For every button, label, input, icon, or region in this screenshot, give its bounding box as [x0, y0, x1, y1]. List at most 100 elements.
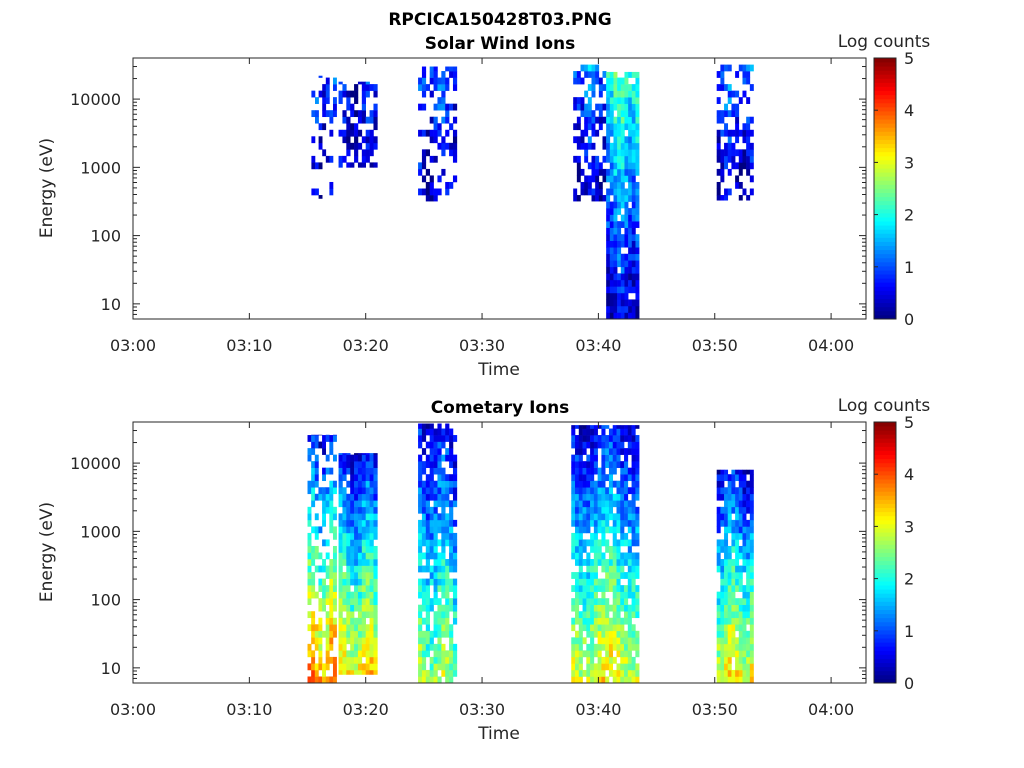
- spectrogram-cell: [361, 539, 366, 547]
- spectrogram-cell: [749, 506, 754, 514]
- spectrogram-cell: [606, 149, 611, 157]
- spectrogram-cell: [746, 578, 751, 586]
- spectrogram-cell: [591, 142, 596, 150]
- spectrogram-cell: [433, 461, 438, 468]
- spectrogram-cell: [571, 643, 576, 651]
- spectrogram-cell: [742, 188, 747, 196]
- spectrogram-cell: [573, 155, 578, 163]
- spectrogram-cell: [332, 552, 337, 560]
- spectrogram-cell: [628, 214, 633, 222]
- spectrogram-cell: [325, 506, 330, 514]
- spectrogram-cell: [441, 90, 446, 98]
- spectrogram-cell: [590, 532, 595, 540]
- spectrogram-cell: [731, 129, 736, 137]
- spectrogram-cell: [635, 435, 640, 442]
- spectrogram-cell: [624, 519, 629, 527]
- spectrogram-cell: [620, 493, 625, 501]
- spectrogram-cell: [425, 181, 430, 189]
- spectrogram-cell: [716, 487, 721, 495]
- spectrogram-cell: [724, 493, 729, 501]
- spectrogram-cell: [314, 480, 319, 488]
- plot-area: [133, 422, 866, 683]
- spectrogram-cell: [421, 423, 427, 429]
- spectrogram-cell: [593, 526, 598, 534]
- spectrogram-cell: [314, 669, 319, 677]
- spectrogram-cell: [601, 461, 606, 468]
- spectrogram-cell: [595, 168, 600, 176]
- spectrogram-cell: [357, 532, 363, 540]
- spectrogram-cell: [609, 84, 614, 91]
- spectrogram-cell: [433, 624, 438, 632]
- spectrogram-cell: [361, 663, 366, 671]
- spectrogram-cell: [601, 643, 606, 651]
- spectrogram-cell: [350, 461, 355, 468]
- colorbar-tick-label: 4: [904, 101, 914, 120]
- spectrogram-cell: [612, 565, 617, 573]
- spectrogram-cell: [325, 585, 330, 592]
- spectrogram-cell: [624, 195, 629, 202]
- spectrogram-cell: [716, 669, 721, 677]
- spectrogram-cell: [746, 195, 751, 201]
- spectrogram-cell: [635, 526, 640, 534]
- spectrogram-cell: [635, 195, 640, 202]
- spectrogram-cell: [609, 260, 614, 268]
- spectrogram-cell: [421, 461, 427, 468]
- spectrogram-cell: [624, 676, 629, 684]
- spectrogram-cell: [628, 103, 633, 111]
- spectrogram-cell: [608, 559, 614, 566]
- spectrogram-cell: [746, 598, 751, 605]
- spectrogram-cell: [311, 467, 316, 475]
- spectrogram-cell: [329, 155, 334, 163]
- spectrogram-cell: [616, 441, 621, 449]
- spectrogram-cell: [631, 506, 636, 514]
- spectrogram-cell: [433, 532, 438, 540]
- colorbar-segment: [874, 479, 896, 484]
- spectrogram-cell: [616, 552, 621, 560]
- x-tick-label: 03:00: [110, 336, 156, 355]
- spectrogram-cell: [716, 650, 721, 658]
- spectrogram-cell: [575, 539, 580, 547]
- spectrogram-cell: [746, 500, 751, 508]
- spectrogram-cell: [628, 305, 633, 313]
- spectrogram-cell: [635, 643, 640, 651]
- spectrogram-cell: [318, 195, 323, 199]
- spectrogram-cell: [433, 513, 438, 521]
- spectrogram-cell: [593, 500, 598, 508]
- spectrogram-cell: [590, 591, 595, 599]
- spectrogram-cell: [591, 90, 596, 98]
- spectrogram-cell: [354, 480, 359, 488]
- spectrogram-cell: [727, 110, 732, 118]
- spectrogram-cell: [354, 669, 359, 675]
- spectrogram-cell: [742, 526, 747, 534]
- spectrogram-cell: [601, 630, 606, 638]
- spectrogram-cell: [606, 97, 611, 104]
- spectrogram-cell: [578, 425, 583, 429]
- spectrogram-cell: [609, 168, 614, 176]
- colorbar-segment: [874, 86, 896, 92]
- spectrogram-cell: [735, 656, 740, 664]
- x-tick-label: 03:20: [343, 700, 389, 719]
- spectrogram-cell: [716, 591, 721, 599]
- spectrogram-cell: [346, 90, 351, 98]
- spectrogram-cell: [624, 559, 629, 566]
- spectrogram-cell: [322, 97, 327, 104]
- colorbar-segment: [874, 294, 896, 300]
- spectrogram-cell: [738, 643, 743, 651]
- spectrogram-cell: [571, 454, 576, 462]
- spectrogram-cell: [601, 441, 606, 449]
- spectrogram-cell: [738, 513, 743, 521]
- spectrogram-cell: [612, 513, 617, 521]
- spectrogram-cell: [613, 208, 618, 215]
- spectrogram-cell: [749, 487, 754, 495]
- spectrogram-cell: [608, 513, 614, 521]
- spectrogram-cell: [608, 428, 614, 436]
- spectrogram-cell: [425, 461, 430, 468]
- spectrogram-cell: [578, 519, 583, 527]
- spectrogram-cell: [624, 474, 629, 482]
- spectrogram-cell: [365, 116, 370, 124]
- spectrogram-cell: [720, 565, 725, 573]
- colorbar-segment: [874, 605, 896, 610]
- spectrogram-cell: [582, 669, 587, 677]
- spectrogram-cell: [590, 467, 595, 475]
